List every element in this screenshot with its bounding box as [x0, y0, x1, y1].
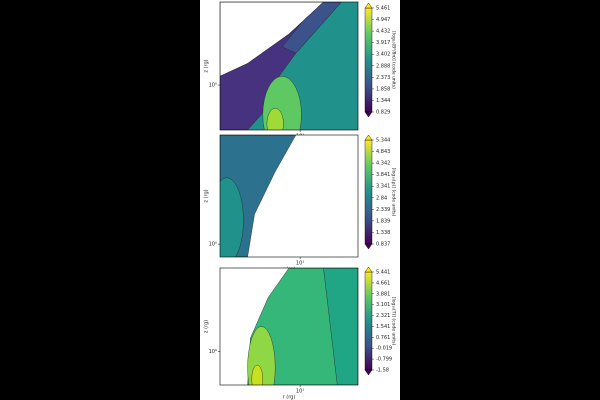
- colorbar-tick-label: 5.441: [376, 270, 390, 276]
- colorbar-extend: [364, 2, 373, 9]
- axes-frame: [219, 1, 359, 131]
- colorbar-tick-label: 0.837: [376, 242, 390, 248]
- contour-region: [281, 2, 342, 54]
- colorbar-tick-label: 0.761: [376, 335, 390, 341]
- x-tick-label: 10¹: [296, 261, 304, 267]
- colorbar-tick-label: -0.799: [376, 357, 392, 363]
- colorbar-label: [log₁₀(T)] (code units): [391, 297, 397, 346]
- y-axis-label: z (rg): [204, 320, 210, 333]
- x-axis-label: r (rg): [283, 395, 296, 400]
- contour-field: [220, 2, 358, 130]
- colorbar-tick-label: 2.888: [376, 63, 390, 69]
- colorbar-tick-label: -0.019: [376, 346, 392, 352]
- y-tick-label: 10⁰: [209, 83, 217, 89]
- colorbar-extend: [364, 369, 373, 376]
- colorbar-tick-label: 3.841: [376, 172, 390, 178]
- colorbar-label: [log₁₀(ρ)] (code units): [391, 168, 397, 217]
- colorbar: [364, 271, 373, 371]
- colorbar-tick-label: 1.839: [376, 218, 390, 224]
- x-tick-label: 10¹: [296, 389, 304, 395]
- y-axis-label: z (rg): [204, 189, 210, 202]
- colorbar-label: [log₁₀(B²/8π)] (code units): [391, 31, 397, 89]
- colorbar-tick-label: 4.661: [376, 280, 390, 286]
- contour-region: [323, 268, 358, 385]
- colorbar-extend: [364, 134, 373, 141]
- colorbar-tick-label: 1.541: [376, 324, 390, 330]
- colorbar-tick-label: 4.342: [376, 161, 390, 167]
- colorbar-extend: [364, 111, 373, 118]
- colorbar-tick-label: 1.858: [376, 86, 390, 92]
- colorbar-tick-label: 3.341: [376, 184, 390, 190]
- colorbar-extend: [364, 266, 373, 273]
- colorbar-tick-label: 3.917: [376, 40, 390, 46]
- colorbar-extend: [364, 243, 373, 250]
- colorbar-tick-label: 2.321: [376, 313, 390, 319]
- colorbar-tick-label: 1.338: [376, 230, 390, 236]
- colorbar-tick-label: 4.432: [376, 29, 390, 35]
- colorbar-tick-label: 2.339: [376, 207, 390, 213]
- colorbar-tick-label: 4.843: [376, 149, 390, 155]
- contour-region: [266, 108, 284, 130]
- y-tick-label: 10⁰: [209, 242, 217, 248]
- colorbar-tick-label: 2.84: [376, 195, 387, 201]
- colorbar-tick-label: 3.402: [376, 52, 390, 58]
- contour-field: [220, 268, 358, 385]
- colorbar: [364, 7, 373, 113]
- colorbar-tick-label: 3.881: [376, 291, 390, 297]
- y-axis-label: z (rg): [204, 59, 210, 72]
- colorbar-tick-label: 3.101: [376, 302, 390, 308]
- colorbar-tick-label: 0.829: [376, 110, 390, 116]
- colorbar: [364, 139, 373, 245]
- panel: 10¹ 10⁰ r (rg) z (rg) -1.58 -0.799 -0.019 0.761…: [204, 266, 397, 400]
- colorbar-tick-label: 1.344: [376, 98, 390, 104]
- colorbar-tick-label: 4.947: [376, 17, 390, 23]
- contour-region: [251, 364, 263, 385]
- colorbar-tick-label: 2.373: [376, 75, 390, 81]
- contour-region: [220, 177, 244, 257]
- contour-field: [220, 135, 358, 257]
- colorbar-tick-label: 5.344: [376, 138, 390, 144]
- axes-frame: [219, 267, 359, 386]
- axes-frame: [219, 134, 359, 258]
- colorbar-tick-label: 5.461: [376, 6, 390, 12]
- y-tick-label: 10⁰: [209, 349, 217, 355]
- colorbar-tick-label: -1.58: [376, 368, 389, 374]
